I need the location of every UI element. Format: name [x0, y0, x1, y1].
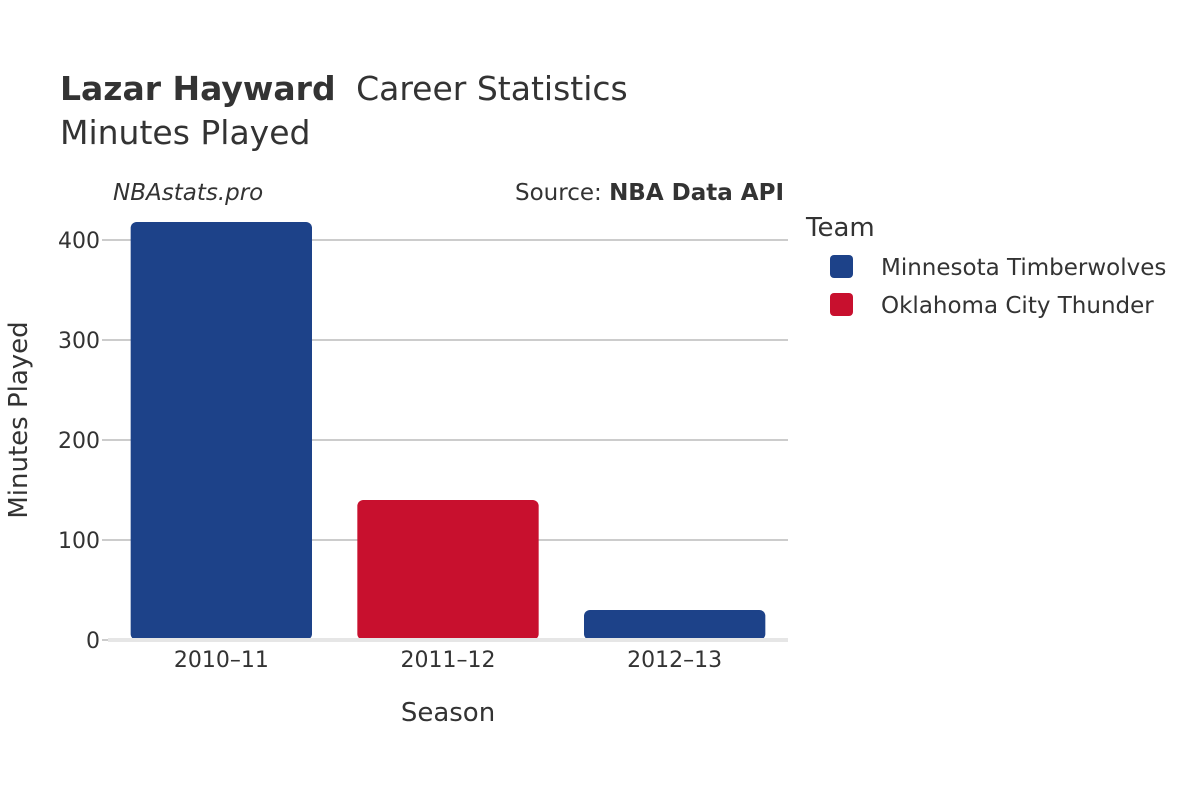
x-tick-label: 2010–11: [174, 648, 269, 673]
x-tick-label: 2011–12: [401, 648, 496, 673]
y-tick-label: 300: [58, 329, 100, 354]
bar-2011–12[interactable]: [357, 500, 539, 640]
chart-subtitle: Minutes Played: [60, 113, 310, 152]
bar-2012–13[interactable]: [584, 610, 766, 640]
y-tick-label: 0: [86, 629, 100, 654]
player-name: Lazar Hayward: [60, 69, 336, 108]
y-axis-label: Minutes Played: [4, 321, 34, 518]
x-axis-ticks: 2010–11 2011–12 2012–13: [174, 648, 722, 673]
source-prefix: Source:: [515, 180, 609, 206]
y-tick-label: 400: [58, 229, 100, 254]
x-axis-label: Season: [401, 698, 495, 728]
bar-2010–11[interactable]: [130, 222, 312, 640]
legend-swatch[interactable]: [830, 293, 853, 316]
chart-title: Lazar Hayward Career Statistics: [60, 69, 628, 108]
title-suffix: Career Statistics: [356, 69, 628, 108]
y-tick-label: 200: [58, 429, 100, 454]
legend-swatch[interactable]: [830, 255, 853, 278]
legend-label[interactable]: Minnesota Timberwolves: [881, 255, 1166, 281]
legend: Minnesota Timberwolves Oklahoma City Thun…: [830, 255, 1166, 319]
site-credit: NBAstats.pro: [113, 180, 263, 206]
y-tick-label: 100: [58, 529, 100, 554]
y-axis-ticks: 0 100 200 300 400: [58, 229, 108, 654]
bars: [130, 222, 766, 640]
legend-label[interactable]: Oklahoma City Thunder: [881, 293, 1154, 319]
x-tick-label: 2012–13: [627, 648, 722, 673]
legend-title: Team: [805, 213, 875, 243]
source-credit: Source: NBA Data API: [515, 180, 784, 206]
source-name: NBA Data API: [609, 180, 784, 206]
